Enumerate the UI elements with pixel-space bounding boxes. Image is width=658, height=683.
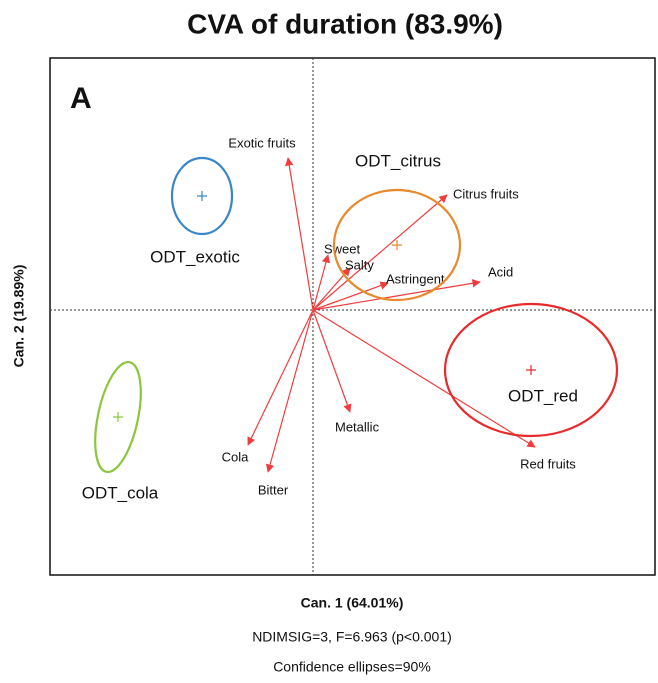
vector-label: Sweet xyxy=(324,241,361,256)
plot-frame xyxy=(49,57,656,576)
group-label: ODT_exotic xyxy=(150,247,240,266)
vector-label: Astringent xyxy=(386,271,445,286)
confidence-ellipse xyxy=(94,360,142,474)
group-label: ODT_red xyxy=(508,386,578,405)
vector-arrow xyxy=(312,281,389,311)
confidence-ellipse xyxy=(443,302,619,438)
note: Confidence ellipses=90% xyxy=(273,659,431,675)
vector-label: Citrus fruits xyxy=(453,186,519,201)
group-label: ODT_citrus xyxy=(355,151,441,170)
group-label: ODT_cola xyxy=(82,483,159,502)
confidence-ellipse xyxy=(170,156,234,236)
vector-arrow xyxy=(312,309,536,448)
vector-label: Bitter xyxy=(258,482,289,497)
vector-arrow xyxy=(265,309,314,473)
centroid-marker xyxy=(526,365,536,375)
centroid-marker xyxy=(197,191,207,201)
vector-label: Acid xyxy=(488,264,513,279)
x-axis-label: Can. 1 (64.01%) xyxy=(301,595,404,611)
y-axis-label: Can. 2 (19.89%) xyxy=(11,265,27,368)
confidence-ellipse xyxy=(332,188,462,302)
vector-arrow xyxy=(312,279,481,311)
vector-label: Red fruits xyxy=(520,456,576,471)
vector-arrow xyxy=(285,157,314,311)
vector-arrow xyxy=(312,309,352,413)
vector-label: Salty xyxy=(345,257,374,272)
chart-title: CVA of duration (83.9%) xyxy=(187,8,503,39)
vector-label: Exotic fruits xyxy=(228,135,296,150)
vector-arrow xyxy=(312,194,448,311)
vector-label: Metallic xyxy=(335,419,380,434)
panel-label: A xyxy=(70,82,92,115)
centroid-marker xyxy=(392,240,402,250)
note: NDIMSIG=3, F=6.963 (p<0.001) xyxy=(252,629,452,645)
vector-arrow xyxy=(312,254,331,311)
vector-label: Cola xyxy=(222,449,250,464)
vector-arrow xyxy=(247,309,314,446)
centroid-marker xyxy=(113,412,123,422)
